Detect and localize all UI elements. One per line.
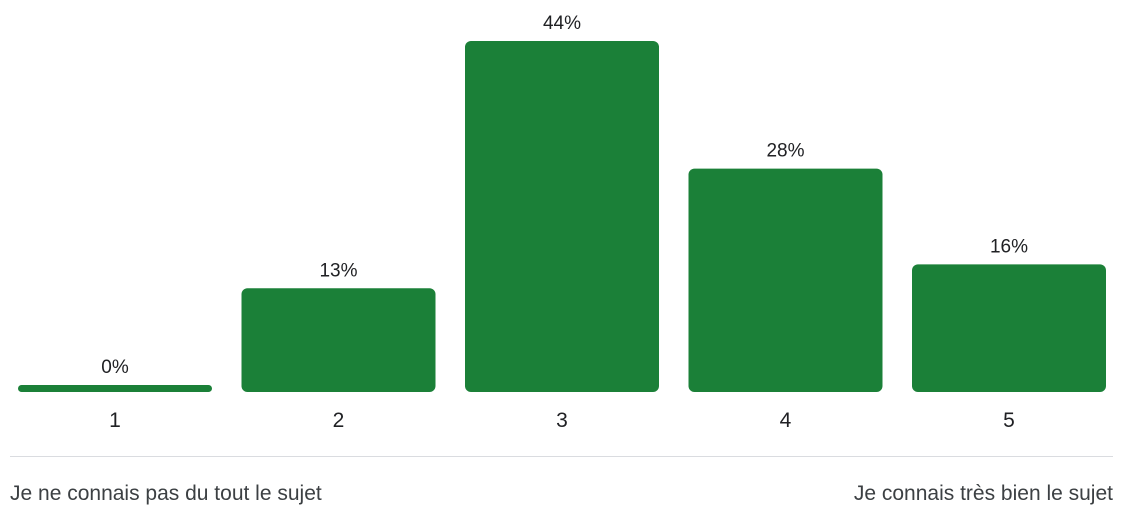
tick-label-5: 5 xyxy=(1003,409,1015,432)
value-label-4: 28% xyxy=(766,141,804,162)
bar-5 xyxy=(912,264,1106,392)
bar-1 xyxy=(18,385,212,392)
tick-label-3: 3 xyxy=(556,409,568,432)
tick-label-2: 2 xyxy=(333,409,345,432)
bar-2 xyxy=(241,288,436,392)
value-label-5: 16% xyxy=(990,236,1028,257)
value-label-2: 13% xyxy=(319,260,357,281)
scale-low-label: Je ne connais pas du tout le sujet xyxy=(10,482,322,505)
tick-label-4: 4 xyxy=(780,409,792,432)
bar-chart: 0% 1 13% 2 44% 3 28% 4 16% 5 xyxy=(18,13,1106,432)
divider xyxy=(10,456,1113,457)
bar-4 xyxy=(688,168,883,392)
bar-3 xyxy=(465,41,659,392)
value-label-1: 0% xyxy=(101,357,129,378)
scale-high-label: Je connais très bien le sujet xyxy=(853,482,1113,505)
value-label-3: 44% xyxy=(543,13,581,34)
tick-label-1: 1 xyxy=(109,409,121,432)
